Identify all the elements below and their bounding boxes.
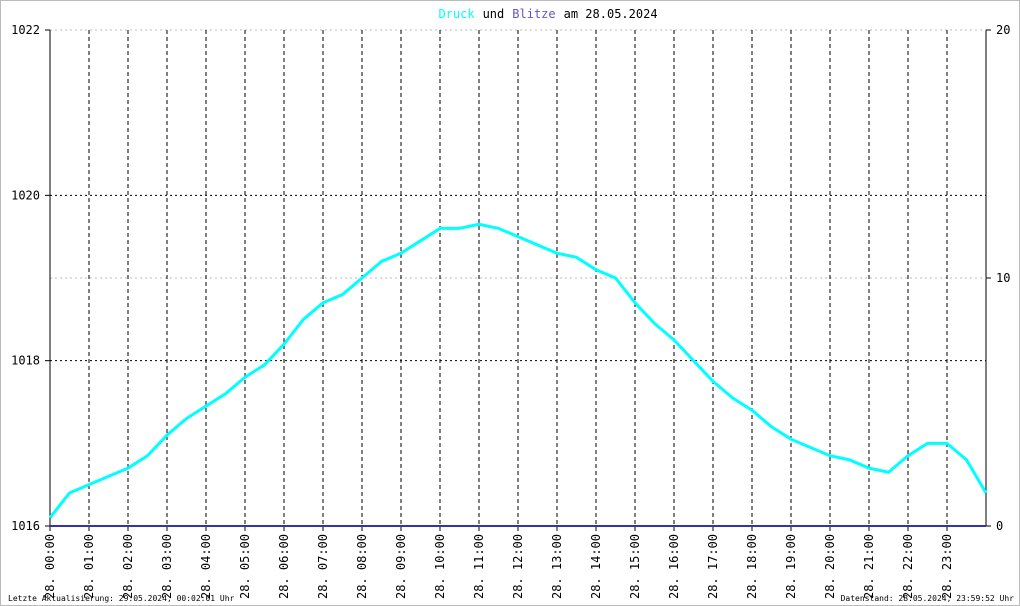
x-tick-label: 28. 13:00 <box>550 534 564 599</box>
x-tick-label: 28. 07:00 <box>316 534 330 599</box>
title-text: und <box>483 7 505 21</box>
y2-tick-label: 20 <box>996 23 1010 37</box>
x-tick-label: 28. 08:00 <box>355 534 369 599</box>
x-tick-label: 28. 02:00 <box>121 534 135 599</box>
x-tick-label: 28. 06:00 <box>277 534 291 599</box>
x-tick-label: 28. 05:00 <box>238 534 252 599</box>
x-tick-label: 28. 01:00 <box>82 534 96 599</box>
x-tick-label: 28. 00:00 <box>43 534 57 599</box>
x-tick-label: 28. 09:00 <box>394 534 408 599</box>
x-tick-label: 28. 16:00 <box>667 534 681 599</box>
title-text: am 28.05.2024 <box>564 7 658 21</box>
y2-tick-label: 10 <box>996 271 1010 285</box>
y-tick-label: 1016 <box>11 519 40 533</box>
data-line <box>48 222 988 519</box>
x-tick-label: 28. 14:00 <box>589 534 603 599</box>
y-tick-label: 1020 <box>11 188 40 202</box>
y2-tick-label: 0 <box>996 519 1003 533</box>
x-tick-label: 28. 21:00 <box>862 534 876 599</box>
x-tick-label: 28. 23:00 <box>940 534 954 599</box>
y-tick-label: 1018 <box>11 354 40 368</box>
x-tick-label: 28. 12:00 <box>511 534 525 599</box>
footer-right: Datenstand: 28.05.2024, 23:59:52 Uhr <box>841 594 1015 603</box>
x-tick-label: 28. 03:00 <box>160 534 174 599</box>
footer-left: Letzte Aktualisierung: 29.05.2024, 00:02… <box>8 594 235 603</box>
x-tick-label: 28. 15:00 <box>628 534 642 599</box>
x-tick-label: 28. 18:00 <box>745 534 759 599</box>
x-tick-label: 28. 04:00 <box>199 534 213 599</box>
x-tick-label: 28. 19:00 <box>784 534 798 599</box>
series-name: Blitze <box>512 7 555 21</box>
chart-title: Druck und Blitze am 28.05.2024 <box>438 7 657 21</box>
x-tick-label: 28. 20:00 <box>823 534 837 599</box>
series-name: Druck <box>438 7 475 21</box>
x-tick-label: 28. 10:00 <box>433 534 447 599</box>
y-tick-label: 1022 <box>11 23 40 37</box>
x-tick-label: 28. 22:00 <box>901 534 915 599</box>
x-tick-label: 28. 11:00 <box>472 534 486 599</box>
x-tick-label: 28. 17:00 <box>706 534 720 599</box>
